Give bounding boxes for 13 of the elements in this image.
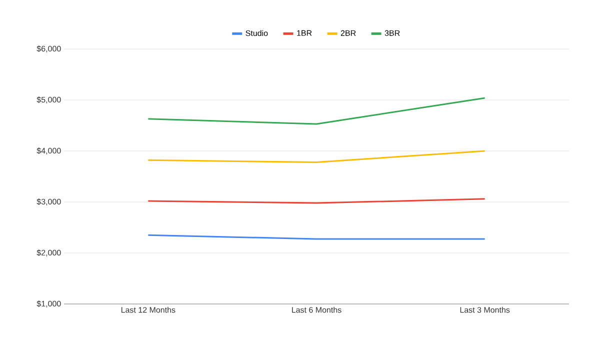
x-tick-label: Last 6 Months: [292, 306, 342, 313]
y-tick-label: $1,000: [36, 300, 61, 308]
y-tick-label: $4,000: [36, 148, 61, 154]
x-tick-label: Last 12 Months: [121, 306, 176, 313]
y-tick-label: $6,000: [36, 46, 61, 52]
legend-label: Studio: [246, 30, 268, 36]
legend-label: 3BR: [384, 30, 400, 36]
y-tick-label: $2,000: [36, 250, 61, 256]
y-tick-label: $5,000: [36, 96, 61, 104]
x-tick-label: Last 3 Months: [460, 306, 510, 313]
legend-label: 1BR: [297, 30, 312, 36]
legend-label: 2BR: [340, 30, 356, 36]
y-tick-label: $3,000: [36, 198, 61, 206]
